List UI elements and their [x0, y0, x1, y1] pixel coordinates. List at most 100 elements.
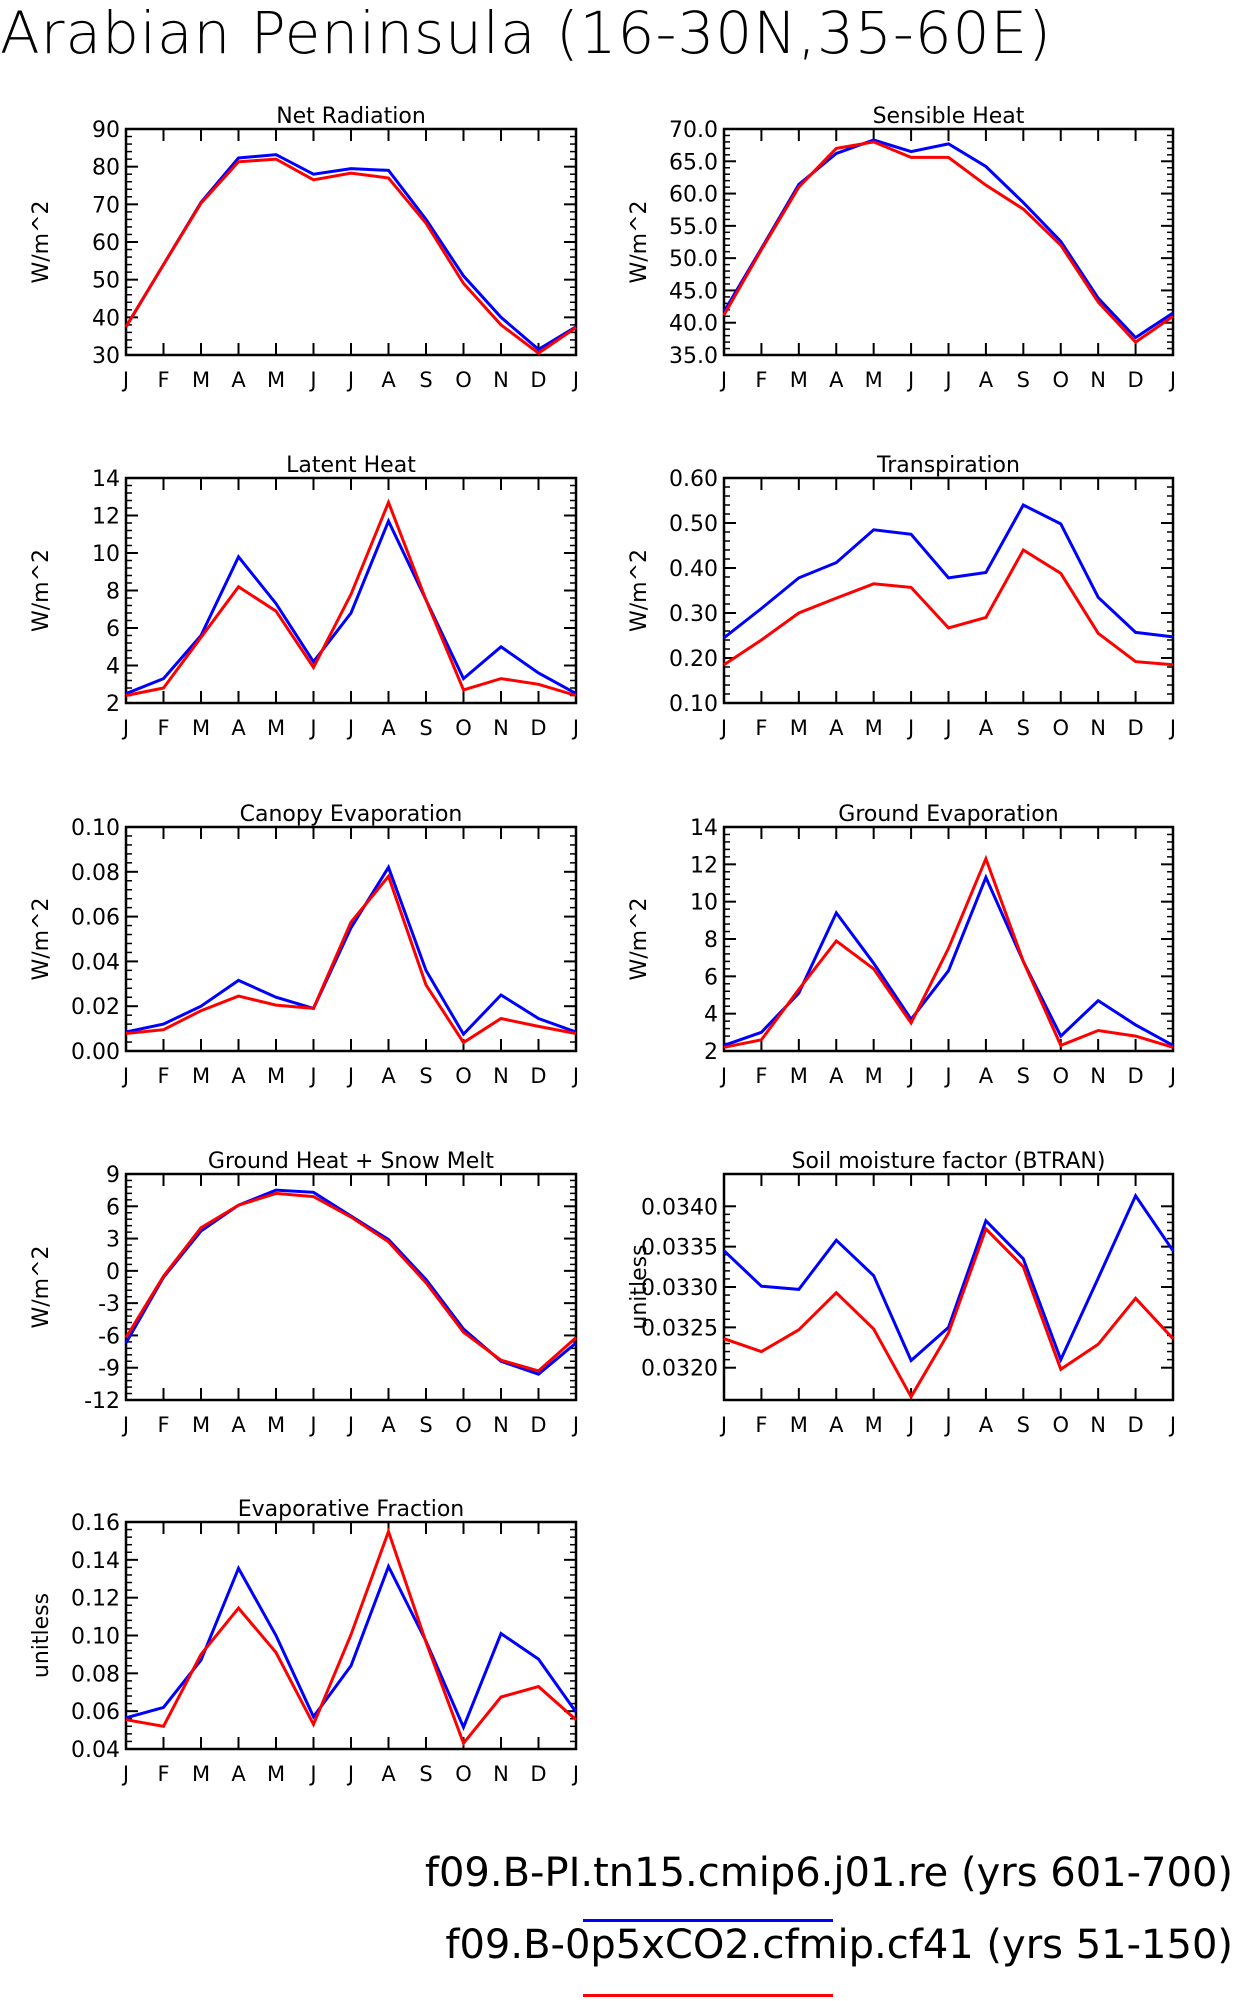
- x-tick-label: J: [1168, 716, 1176, 740]
- y-axis-label: W/m^2: [29, 200, 54, 283]
- y-tick-label: 0.00: [71, 1040, 120, 1065]
- x-tick-label: A: [381, 368, 396, 392]
- x-tick-label: M: [267, 1762, 285, 1786]
- y-tick-label: 4: [704, 1003, 718, 1028]
- x-tick-label: O: [1052, 1413, 1069, 1437]
- chart-panel-4: Transpiration W/m^2 0.10 0.20 0.30 0.40 0.50 0.…: [627, 453, 1176, 740]
- y-tick-label: 0.50: [669, 512, 718, 537]
- chart-title: Latent Heat: [286, 453, 416, 478]
- series-line-red: [723, 854, 1174, 1049]
- y-tick-label: 0.20: [669, 647, 718, 672]
- x-tick-label: O: [1052, 368, 1069, 392]
- y-axis-label: W/m^2: [627, 200, 652, 283]
- y-tick-label: 70.0: [669, 118, 718, 143]
- series-line-red: [125, 1526, 577, 1747]
- x-tick-label: A: [979, 1413, 994, 1437]
- x-tick-label: A: [829, 1064, 844, 1088]
- x-tick-label: N: [1090, 1413, 1106, 1437]
- y-tick-label: 0.0325: [641, 1316, 718, 1341]
- y-tick-label: 0.12: [71, 1587, 120, 1612]
- x-tick-label: M: [267, 1064, 285, 1088]
- y-tick-label: 0: [106, 1260, 120, 1285]
- series-line-red: [722, 140, 1174, 345]
- chart-panel-7: Ground Heat + Snow Melt W/m^2 -12 -9 -6 -3 0 3 6…: [29, 1149, 579, 1437]
- y-tick-label: 0.30: [669, 602, 718, 627]
- y-tick-label: 0.10: [71, 1625, 120, 1650]
- y-axis-label: unitless: [627, 1244, 652, 1329]
- y-axis-label: W/m^2: [29, 897, 54, 980]
- x-tick-label: J: [906, 1413, 914, 1437]
- y-tick-label: 50.0: [669, 247, 718, 272]
- y-tick-label: 10: [690, 891, 718, 916]
- x-tick-label: J: [346, 1413, 354, 1437]
- y-tick-label: 0.10: [669, 692, 718, 717]
- y-tick-label: 0.06: [71, 906, 120, 931]
- x-tick-label: J: [346, 1064, 354, 1088]
- x-tick-label: A: [381, 1064, 396, 1088]
- y-tick-label: 0.08: [71, 1662, 120, 1687]
- legend-entry-2-swatch: [583, 1994, 833, 1997]
- x-tick-label: A: [829, 716, 844, 740]
- x-tick-label: J: [571, 716, 579, 740]
- x-tick-label: F: [755, 1064, 767, 1088]
- y-axis-label: W/m^2: [627, 897, 652, 980]
- y-tick-label: 14: [690, 816, 718, 841]
- y-tick-label: 0.04: [71, 1738, 120, 1763]
- x-tick-label: J: [943, 368, 951, 392]
- x-tick-label: J: [308, 1064, 316, 1088]
- x-tick-label: N: [493, 1762, 509, 1786]
- y-tick-label: 0.02: [71, 995, 120, 1020]
- x-tick-label: N: [493, 368, 509, 392]
- x-tick-label: O: [455, 1413, 472, 1437]
- plot-frame: [722, 1172, 1175, 1402]
- y-tick-label: 60.0: [669, 183, 718, 208]
- x-tick-label: J: [943, 716, 951, 740]
- x-tick-label: O: [455, 716, 472, 740]
- y-tick-label: 65.0: [669, 150, 718, 175]
- series-line-red: [723, 1226, 1175, 1400]
- chart-title: Ground Heat + Snow Melt: [208, 1149, 495, 1174]
- legend-entry-1-label: f09.B-PI.tn15.cmip6.j01.re (yrs 601-700): [424, 1850, 1233, 1896]
- y-tick-label: 2: [106, 692, 120, 717]
- x-tick-label: A: [979, 1064, 994, 1088]
- x-tick-label: A: [381, 1762, 396, 1786]
- x-tick-label: M: [192, 1762, 210, 1786]
- x-tick-label: S: [1017, 1064, 1030, 1088]
- x-tick-label: A: [979, 716, 994, 740]
- y-tick-label: 35.0: [669, 344, 718, 369]
- x-tick-label: J: [571, 368, 579, 392]
- x-tick-label: D: [1127, 1413, 1143, 1437]
- y-tick-label: 12: [92, 505, 120, 530]
- chart-panel-2: Sensible Heat W/m^2 35.0 40.0 45.0 50.0 55.0 60…: [627, 104, 1176, 392]
- y-tick-label: 80: [92, 156, 120, 181]
- y-tick-label: -6: [98, 1324, 120, 1349]
- y-tick-label: 0.06: [71, 1700, 120, 1725]
- y-tick-label: 0.0340: [641, 1195, 718, 1220]
- y-tick-label: 90: [92, 118, 120, 143]
- x-tick-label: J: [121, 1064, 129, 1088]
- y-axis-label: W/m^2: [29, 1245, 54, 1328]
- x-tick-label: M: [192, 1413, 210, 1437]
- y-tick-label: 3: [106, 1228, 120, 1253]
- x-tick-label: J: [346, 1762, 354, 1786]
- x-tick-label: N: [1090, 716, 1106, 740]
- y-tick-label: 0.08: [71, 861, 120, 886]
- x-tick-label: J: [906, 716, 914, 740]
- x-tick-label: J: [121, 716, 129, 740]
- y-tick-label: 8: [704, 928, 718, 953]
- y-tick-label: 10: [92, 542, 120, 567]
- x-tick-label: M: [790, 1413, 808, 1437]
- series-line-blue: [124, 153, 577, 352]
- x-tick-label: F: [755, 368, 767, 392]
- x-tick-label: F: [755, 716, 767, 740]
- series-line-blue: [125, 517, 577, 695]
- x-tick-label: F: [157, 716, 169, 740]
- x-tick-label: M: [267, 1413, 285, 1437]
- plot-frame: [124, 127, 578, 357]
- x-tick-label: S: [419, 1413, 432, 1437]
- x-tick-label: A: [231, 1064, 246, 1088]
- x-tick-label: A: [829, 368, 844, 392]
- figure-title: Arabian Peninsula (16-30N,35-60E): [0, 0, 1052, 67]
- y-tick-label: -12: [84, 1389, 120, 1414]
